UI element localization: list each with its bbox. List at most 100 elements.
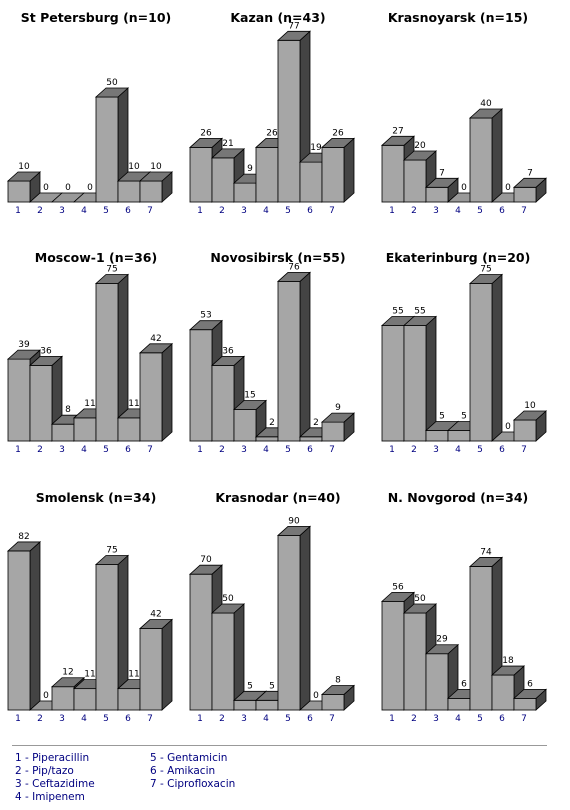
chart-panel: N. Novgorod (n=34) 56 1 50 2 29 3 6 4 74 5 18 6 6 7 (380, 490, 548, 724)
chart-title: Ekaterinburg (n=20) (386, 250, 531, 265)
data-label: 0 (313, 691, 319, 701)
tick-label: 5 (103, 445, 109, 455)
tick-label: 1 (389, 714, 395, 724)
data-label: 75 (106, 546, 117, 556)
data-label: 36 (222, 346, 234, 356)
data-label: 9 (335, 403, 341, 413)
data-label: 77 (288, 21, 299, 31)
tick-label: 3 (433, 714, 439, 724)
data-label: 0 (87, 183, 93, 193)
tick-label: 2 (411, 445, 417, 455)
bar-top (138, 619, 174, 629)
bar (468, 556, 504, 711)
bar (424, 177, 460, 203)
data-label: 90 (288, 516, 300, 526)
tick-label: 4 (263, 714, 269, 724)
bar-front (73, 417, 97, 442)
tick-label: 3 (433, 206, 439, 216)
bar-side (343, 137, 355, 203)
data-label: 74 (480, 547, 492, 557)
data-label: 11 (128, 670, 139, 680)
bar-front (233, 409, 257, 442)
bar-top (232, 400, 268, 410)
chart-panel: Novosibirsk (n=55) 53 1 36 2 15 3 2 4 76 5 2 6 9 7 (188, 250, 356, 455)
tick-label: 6 (499, 445, 505, 455)
data-label: 0 (43, 183, 49, 193)
tick-label: 6 (125, 714, 131, 724)
bar-front (233, 182, 257, 203)
legend-item: 4 - Imipenem (15, 791, 85, 803)
data-label: 18 (502, 656, 514, 666)
bar (468, 108, 504, 203)
bar-top (276, 30, 312, 41)
legend-item: 3 - Ceftazidime (15, 778, 95, 790)
tick-label: 4 (455, 206, 461, 216)
bar-front (51, 686, 75, 711)
bar (276, 271, 312, 442)
tick-label: 4 (263, 206, 269, 216)
bar-front (381, 144, 405, 203)
data-label: 53 (200, 311, 211, 321)
data-label: 11 (84, 399, 95, 409)
bar-front (513, 419, 537, 442)
bar (424, 643, 460, 711)
data-label: 20 (414, 141, 426, 151)
data-label: 75 (480, 265, 491, 275)
bar-top (490, 665, 526, 676)
legend-item: 7 - Ciprofloxacin (150, 778, 236, 790)
bar-top (320, 137, 356, 148)
bar-front (321, 146, 345, 203)
tick-label: 6 (307, 714, 313, 724)
data-label: 50 (414, 594, 426, 604)
tick-label: 4 (455, 445, 461, 455)
data-label: 12 (62, 668, 73, 678)
data-label: 10 (18, 162, 30, 172)
data-label: 19 (310, 143, 322, 153)
data-label: 26 (266, 128, 278, 138)
bar-front (95, 564, 119, 711)
data-label: 11 (128, 399, 139, 409)
data-label: 2 (269, 418, 275, 428)
bar (276, 525, 312, 711)
bar-front (139, 628, 163, 711)
bar-front (189, 146, 213, 203)
bar-front (211, 364, 235, 442)
bar (512, 177, 548, 203)
data-label: 42 (150, 610, 161, 620)
tick-label: 5 (103, 714, 109, 724)
data-label: 5 (439, 412, 445, 422)
bar-top (468, 274, 504, 284)
tick-label: 3 (59, 445, 65, 455)
tick-label: 1 (15, 206, 21, 216)
data-label: 55 (414, 307, 425, 317)
bar-top (512, 410, 548, 421)
bar (320, 684, 356, 711)
chart-panel: Smolensk (n=34) 82 1 0 2 12 3 11 4 75 5 11 6 42 7 (6, 490, 174, 724)
tick-label: 4 (263, 445, 269, 455)
data-label: 0 (461, 183, 467, 193)
bar-front (425, 653, 449, 711)
bar-top (210, 148, 246, 159)
bar-top (138, 343, 174, 354)
tick-label: 4 (81, 714, 87, 724)
tick-label: 2 (411, 714, 417, 724)
tick-label: 5 (103, 206, 109, 216)
bar-top (468, 108, 504, 119)
bar-top (94, 274, 130, 284)
data-label: 6 (527, 679, 533, 689)
tick-label: 6 (125, 445, 131, 455)
bar (468, 273, 504, 442)
data-label: 0 (505, 183, 511, 193)
bar-top (402, 150, 438, 161)
bar-front (403, 159, 427, 203)
chart-title: St Petersburg (n=10) (21, 10, 172, 25)
bar-front (469, 117, 493, 203)
bar-front (447, 430, 471, 442)
data-label: 36 (40, 346, 52, 356)
chart-title: Novosibirsk (n=55) (210, 250, 345, 265)
tick-label: 2 (411, 206, 417, 216)
data-label: 5 (461, 412, 467, 422)
bar-front (255, 699, 279, 711)
bar-top (276, 271, 312, 282)
